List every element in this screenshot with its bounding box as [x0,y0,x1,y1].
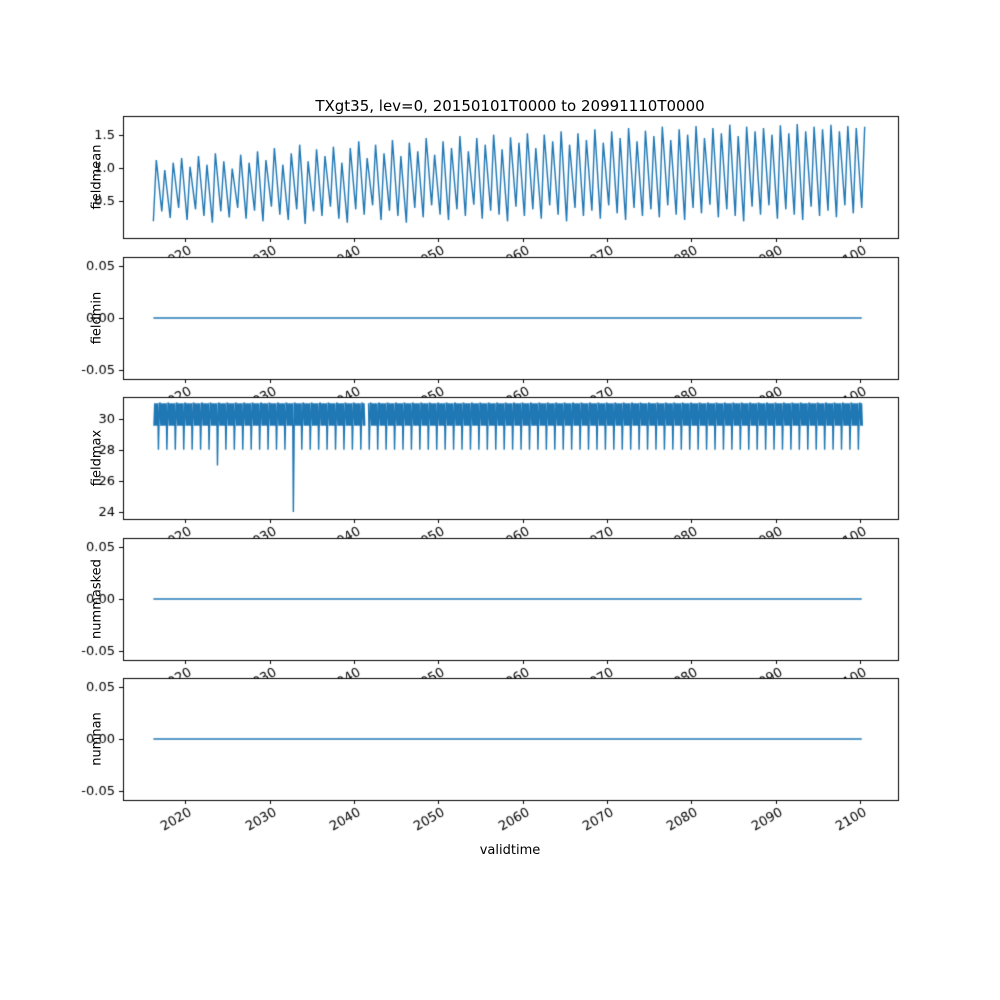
ylabel-fieldmax: fieldmax [89,429,105,487]
ylabel-numnan: numnan [89,712,105,766]
ylabel-fieldmin: fieldmin [89,291,105,345]
xaxis-label: validtime [479,843,541,858]
ylabel-fieldmean: fieldmean [89,144,105,210]
figure-title: TXgt35, lev=0, 20150101T0000 to 20991110… [315,97,705,115]
ylabel-nummasked: nummasked [89,559,105,639]
